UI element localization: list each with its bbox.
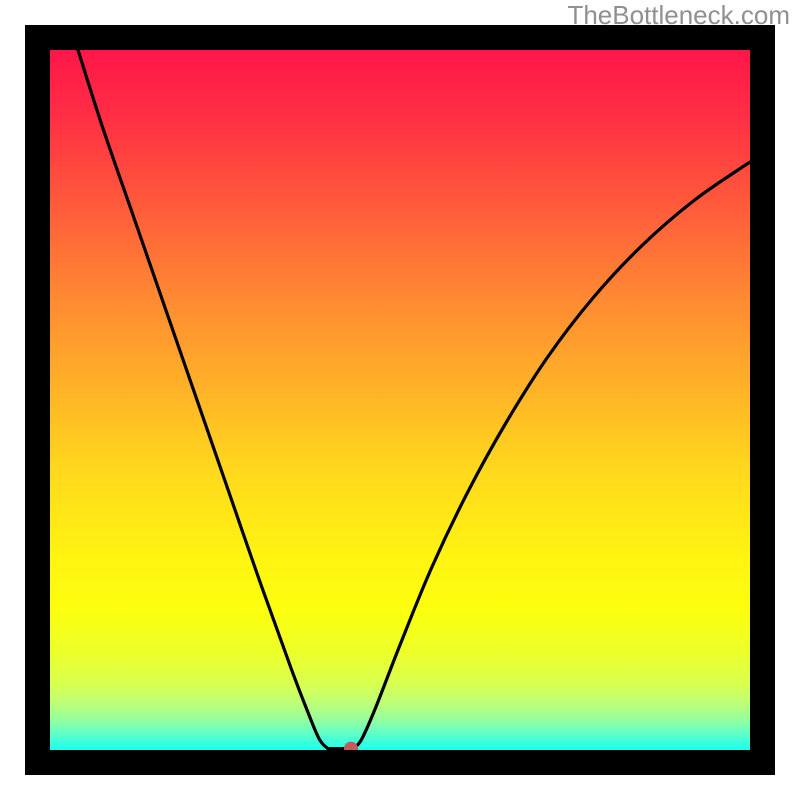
- bottleneck-curve-layer: [50, 50, 750, 750]
- watermark-text: TheBottleneck.com: [567, 0, 790, 31]
- minimum-marker: [344, 742, 358, 750]
- plot-area: [50, 50, 750, 750]
- chart-container: TheBottleneck.com: [0, 0, 800, 800]
- plot-frame: [25, 25, 775, 775]
- bottleneck-curve: [78, 50, 750, 749]
